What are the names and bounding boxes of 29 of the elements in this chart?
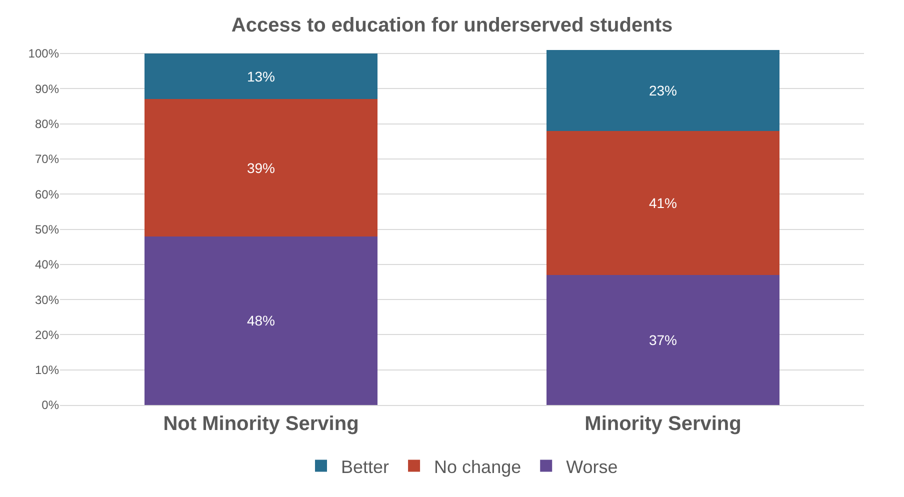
y-tick-label: 90%	[34, 82, 60, 96]
bar	[144, 99, 378, 236]
bar	[546, 50, 780, 131]
legend-label: Better	[341, 456, 390, 477]
y-tick-label: 30%	[34, 292, 60, 307]
data-label: 13%	[246, 68, 276, 84]
y-tick-label: 80%	[34, 117, 60, 132]
data-label: 37%	[648, 332, 678, 348]
y-tick-label: 20%	[34, 328, 60, 342]
y-tick-label: 40%	[34, 258, 60, 272]
bar	[144, 236, 378, 405]
y-tick-label: 70%	[34, 152, 60, 166]
data-label: 39%	[246, 160, 276, 176]
bar	[546, 130, 780, 275]
y-tick-label: 100%	[28, 46, 60, 61]
y-tick-label: 60%	[34, 187, 60, 202]
chart-title: Access to education for underserved students	[231, 14, 673, 36]
x-tick-label: Not Minority Serving	[163, 413, 359, 435]
bar	[546, 274, 780, 405]
x-tick-label: Minority Serving	[584, 413, 742, 435]
y-tick-label: 10%	[34, 363, 60, 378]
y-tick-label: 0%	[42, 398, 60, 412]
legend-label: Worse	[566, 456, 618, 477]
bar	[144, 54, 378, 100]
y-tick-label: 50%	[34, 222, 60, 236]
data-label: 41%	[648, 194, 678, 211]
data-label: 48%	[246, 312, 276, 329]
data-label: 23%	[648, 82, 678, 98]
legend-label: No change	[434, 456, 522, 477]
